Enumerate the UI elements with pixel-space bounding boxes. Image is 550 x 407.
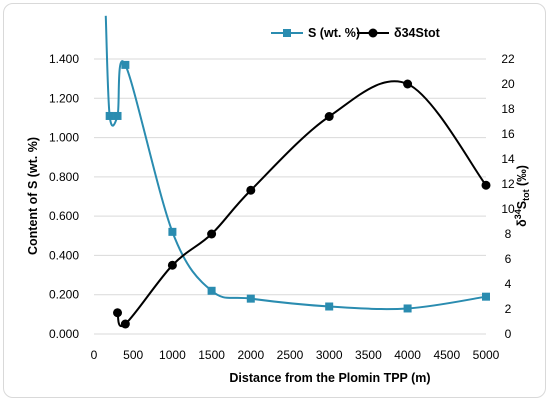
y-left-tick-label: 1.400 [49, 52, 79, 66]
data-point-s [403, 304, 412, 313]
data-point-delta [207, 229, 217, 239]
data-point-s [121, 60, 130, 69]
y-right-tick-label: 12 [501, 177, 515, 191]
y-left-tick-label: 1.200 [49, 91, 79, 105]
series-line-1 [116, 80, 487, 327]
legend-label-s: S (wt. %) [308, 26, 360, 40]
y-left-axis-title: Content of S (wt. %) [26, 137, 40, 255]
y-right-title-sup: 34 [513, 209, 523, 219]
y-right-tick-label: 16 [501, 127, 515, 141]
data-point-s [246, 294, 255, 303]
x-axis-title: Distance from the Plomin TPP (m) [229, 371, 430, 385]
x-tick-label: 4500 [433, 348, 460, 362]
y-right-tick-label: 20 [501, 77, 515, 91]
data-point-s [325, 302, 334, 311]
y-left-tick-label: 0.400 [49, 248, 79, 262]
legend-label-delta: δ34Stot [394, 26, 441, 40]
x-tick-label: 0 [91, 348, 98, 362]
series-line-0 [104, 15, 487, 311]
x-tick-label: 3000 [316, 348, 343, 362]
x-tick-label: 4000 [394, 348, 421, 362]
data-point-delta [120, 319, 130, 329]
data-point-delta [324, 112, 334, 121]
x-tick-label: 2000 [237, 348, 264, 362]
y-right-tick-label: 10 [501, 202, 515, 216]
y-right-tick-label: 2 [505, 302, 512, 316]
y-left-tick-label: 1.000 [49, 131, 79, 145]
chart-svg: 0.000 0.200 0.400 0.600 0.800 1.000 1.200 1.400… [26, 15, 531, 385]
y-right-tick-label: 18 [501, 102, 515, 116]
data-point-delta [403, 79, 413, 89]
y-right-tick-label: 22 [501, 52, 515, 66]
x-tick-label: 5000 [473, 348, 500, 362]
x-tick-label: 3500 [355, 348, 382, 362]
x-tick-label: 1500 [198, 348, 225, 362]
y-right-tick-label: 6 [505, 252, 512, 266]
legend: S (wt. %) δ34Stot [271, 26, 441, 40]
y-right-tick-label: 14 [501, 152, 515, 166]
data-point-s [113, 111, 122, 120]
data-point-delta [167, 260, 177, 270]
data-point-s [168, 227, 177, 236]
legend-swatch-s-marker [283, 29, 291, 37]
chart-frame: 0.000 0.200 0.400 0.600 0.800 1.000 1.200 1.400… [3, 3, 546, 398]
x-tick-label: 2500 [277, 348, 304, 362]
data-point-delta [113, 308, 123, 318]
y-right-axis-title: δ34Stot (‰) [513, 165, 531, 227]
data-point-s [105, 111, 114, 120]
legend-swatch-delta-marker [368, 28, 378, 38]
y-left-tick-label: 0.600 [49, 209, 79, 223]
y-right-title-delta: δ [515, 219, 529, 227]
series-markers [105, 60, 491, 329]
y-left-tick-label: 0.000 [49, 327, 79, 341]
data-point-delta [246, 185, 256, 195]
x-tick-label: 500 [123, 348, 143, 362]
y-right-tick-label: 8 [505, 227, 512, 241]
y-right-title-unit: (‰) [515, 165, 529, 189]
x-tick-label: 1000 [159, 348, 186, 362]
y-left-tick-label: 0.200 [49, 288, 79, 302]
grid [94, 58, 486, 335]
series-lines [104, 15, 487, 327]
data-point-s [482, 292, 490, 301]
y-right-tick-label: 4 [505, 277, 512, 291]
y-right-title-s: S [515, 201, 529, 209]
data-point-s [207, 286, 216, 295]
tick-labels: 0.000 0.200 0.400 0.600 0.800 1.000 1.200 1.400… [49, 52, 515, 362]
y-left-tick-label: 0.800 [49, 170, 79, 184]
data-point-delta [481, 180, 491, 190]
y-right-tick-label: 0 [505, 327, 512, 341]
y-right-title-sub: tot [521, 189, 531, 201]
